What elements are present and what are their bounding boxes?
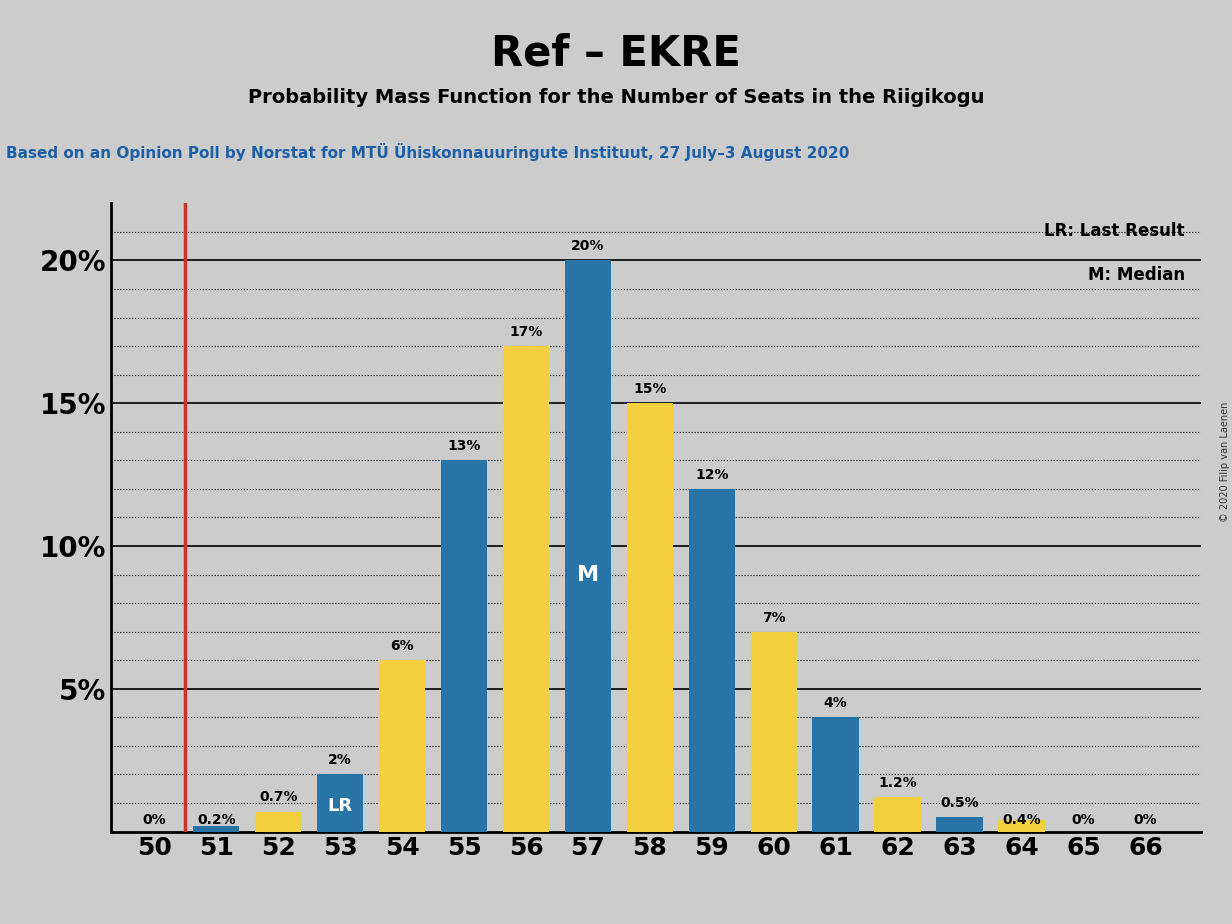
Text: 0.2%: 0.2% (197, 813, 235, 827)
Text: 0%: 0% (1133, 813, 1157, 827)
Text: M: Median: M: Median (1088, 266, 1185, 284)
Bar (627, 403, 673, 832)
Text: LR: LR (328, 796, 352, 815)
Text: 0.5%: 0.5% (940, 796, 979, 810)
Text: Based on an Opinion Poll by Norstat for MTÜ Ühiskonnauuringute Instituut, 27 Jul: Based on an Opinion Poll by Norstat for … (6, 143, 850, 161)
Text: LR: Last Result: LR: Last Result (1045, 222, 1185, 240)
Text: 0%: 0% (143, 813, 166, 827)
Bar (255, 811, 302, 832)
Bar (503, 346, 549, 832)
Text: Ref – EKRE: Ref – EKRE (492, 32, 740, 74)
Bar (875, 797, 920, 832)
Bar (378, 661, 425, 832)
Text: 6%: 6% (391, 639, 414, 653)
Text: M: M (577, 565, 599, 585)
Text: 15%: 15% (633, 382, 667, 396)
Text: 12%: 12% (695, 468, 728, 481)
Bar (750, 632, 797, 832)
Bar (812, 717, 859, 832)
Text: 13%: 13% (447, 439, 480, 453)
Bar (564, 261, 611, 832)
Bar (998, 821, 1045, 832)
Text: 0.7%: 0.7% (259, 790, 297, 805)
Text: 0%: 0% (1072, 813, 1095, 827)
Bar (936, 818, 983, 832)
Text: 2%: 2% (328, 753, 352, 767)
Text: 1.2%: 1.2% (878, 776, 917, 790)
Text: 4%: 4% (824, 696, 848, 711)
Text: 0.4%: 0.4% (1003, 813, 1041, 827)
Text: Probability Mass Function for the Number of Seats in the Riigikogu: Probability Mass Function for the Number… (248, 88, 984, 107)
Text: 7%: 7% (761, 611, 786, 625)
Text: 20%: 20% (572, 239, 605, 253)
Bar (317, 774, 363, 832)
Bar (441, 460, 487, 832)
Bar (193, 826, 239, 832)
Text: 17%: 17% (509, 325, 542, 339)
Bar (689, 489, 736, 832)
Text: © 2020 Filip van Laenen: © 2020 Filip van Laenen (1220, 402, 1230, 522)
